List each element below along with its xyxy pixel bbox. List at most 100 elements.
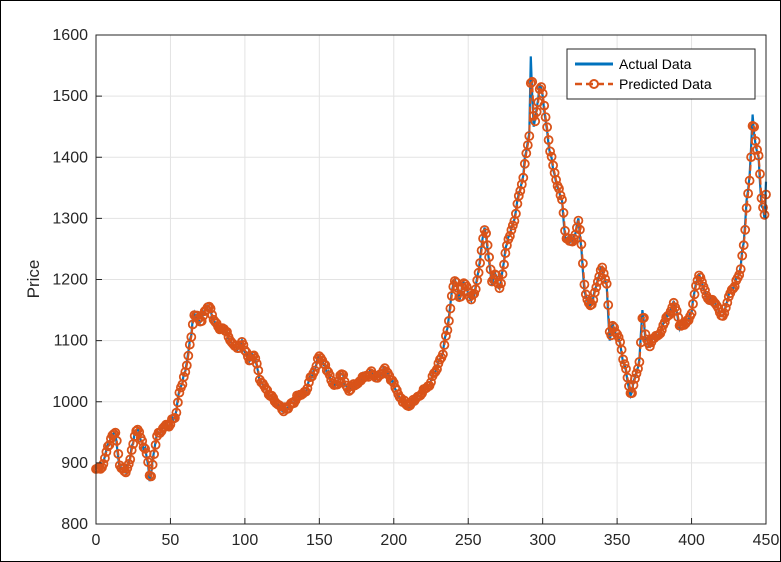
predicted-data-marker bbox=[653, 329, 664, 340]
legend-box bbox=[566, 48, 756, 100]
predicted-data-marker bbox=[324, 370, 335, 381]
y-tick-label: 900 bbox=[61, 455, 88, 472]
predicted-data-marker bbox=[519, 158, 530, 169]
predicted-data-marker bbox=[525, 78, 536, 88]
predicted-data-marker bbox=[253, 365, 264, 376]
predicted-data-marker bbox=[443, 315, 454, 326]
predicted-data-marker bbox=[735, 264, 746, 275]
predicted-data-marker bbox=[600, 274, 611, 285]
predicted-data-marker bbox=[729, 281, 740, 292]
predicted-data-marker bbox=[140, 443, 151, 454]
predicted-data-marker bbox=[524, 131, 535, 141]
predicted-data-marker bbox=[557, 194, 567, 205]
predicted-data-marker bbox=[580, 289, 591, 300]
y-tick-label: 800 bbox=[61, 516, 88, 533]
predicted-data-marker bbox=[734, 269, 745, 280]
predicted-data-marker bbox=[640, 329, 651, 340]
x-tick-label: 350 bbox=[604, 532, 631, 549]
predicted-data-marker bbox=[111, 435, 122, 446]
predicted-data-marker bbox=[516, 179, 527, 190]
predicted-data-marker bbox=[506, 225, 517, 235]
predicted-data-marker bbox=[496, 278, 506, 289]
predicted-data-marker bbox=[210, 316, 221, 327]
predicted-data-marker bbox=[461, 281, 472, 292]
predicted-data-marker bbox=[639, 312, 649, 323]
predicted-data-marker bbox=[619, 359, 630, 370]
predicted-data-marker bbox=[613, 332, 624, 343]
predicted-data-marker bbox=[630, 373, 640, 384]
predicted-data-marker bbox=[475, 258, 486, 268]
legend-predicted-marker bbox=[589, 79, 599, 89]
predicted-data-marker bbox=[743, 188, 753, 199]
predicted-data-marker bbox=[442, 325, 453, 336]
predicted-data-marker bbox=[631, 368, 642, 379]
y-tick-label: 1400 bbox=[52, 149, 88, 166]
predicted-data-marker bbox=[251, 358, 262, 369]
predicted-data-marker bbox=[222, 326, 232, 337]
predicted-data-marker bbox=[125, 454, 136, 465]
predicted-data-marker bbox=[750, 136, 761, 146]
predicted-data-marker bbox=[507, 220, 518, 231]
predicted-data-marker bbox=[753, 150, 764, 161]
predicted-data-marker bbox=[686, 308, 697, 319]
y-tick-label: 1200 bbox=[52, 272, 88, 289]
predicted-data-marker bbox=[250, 353, 261, 364]
predicted-data-marker bbox=[728, 283, 739, 294]
predicted-data-marker bbox=[338, 369, 349, 380]
predicted-data-marker bbox=[621, 363, 631, 374]
predicted-data-marker bbox=[181, 360, 192, 371]
predicted-data-marker bbox=[527, 76, 538, 87]
x-tick-label: 400 bbox=[678, 532, 705, 549]
predicted-data-marker bbox=[515, 185, 526, 196]
predicted-data-marker bbox=[504, 231, 515, 241]
predicted-data-marker bbox=[737, 250, 748, 261]
predicted-data-marker bbox=[302, 383, 313, 394]
predicted-data-marker bbox=[579, 279, 590, 290]
predicted-data-marker bbox=[738, 240, 749, 251]
predicted-data-marker bbox=[440, 330, 451, 341]
predicted-data-marker bbox=[122, 463, 133, 474]
predicted-data-marker bbox=[497, 269, 508, 280]
predicted-data-marker bbox=[668, 297, 679, 308]
predicted-data-marker bbox=[126, 445, 137, 456]
predicted-data-marker bbox=[573, 215, 584, 226]
predicted-data-marker bbox=[633, 363, 643, 374]
predicted-data-marker bbox=[150, 439, 161, 450]
predicted-data-marker bbox=[759, 209, 770, 220]
predicted-data-marker bbox=[551, 174, 561, 185]
predicted-data-marker bbox=[155, 428, 165, 438]
y-axis-title: Price bbox=[24, 260, 43, 299]
predicted-data-marker bbox=[755, 169, 765, 179]
predicted-data-marker bbox=[744, 175, 755, 186]
predicted-data-marker bbox=[536, 82, 547, 92]
predicted-data-marker bbox=[439, 340, 450, 350]
predicted-data-marker bbox=[545, 146, 555, 157]
axis-ticks: 0 50 100 150 200 250 300 350 400 450 800 900 1000 110… bbox=[52, 27, 779, 549]
predicted-data-marker bbox=[688, 298, 698, 309]
predicted-data-marker bbox=[494, 283, 505, 294]
predicted-data-marker bbox=[482, 240, 493, 251]
predicted-data-marker bbox=[586, 299, 597, 310]
predicted-data-marker bbox=[98, 458, 109, 469]
predicted-data-marker bbox=[576, 239, 587, 250]
predicted-data-marker bbox=[539, 100, 550, 111]
series-layer bbox=[91, 56, 771, 482]
predicted-data-marker bbox=[196, 316, 207, 327]
y-tick-label: 1300 bbox=[52, 210, 88, 227]
predicted-data-marker bbox=[695, 272, 706, 283]
y-tick-label: 1000 bbox=[52, 394, 88, 411]
predicted-data-marker bbox=[147, 459, 158, 470]
x-tick-label: 450 bbox=[753, 532, 780, 549]
predicted-data-marker bbox=[719, 308, 730, 319]
predicted-data-marker bbox=[603, 300, 614, 310]
predicted-data-marker bbox=[134, 427, 145, 437]
predicted-data-marker bbox=[146, 471, 157, 482]
predicted-data-marker bbox=[741, 203, 752, 213]
predicted-data-marker bbox=[740, 224, 751, 235]
predicted-data-marker bbox=[469, 288, 480, 299]
predicted-data-marker bbox=[700, 285, 710, 296]
predicted-data-marker bbox=[589, 287, 600, 298]
x-tick-label: 200 bbox=[380, 532, 407, 549]
predicted-data-marker bbox=[591, 282, 602, 293]
